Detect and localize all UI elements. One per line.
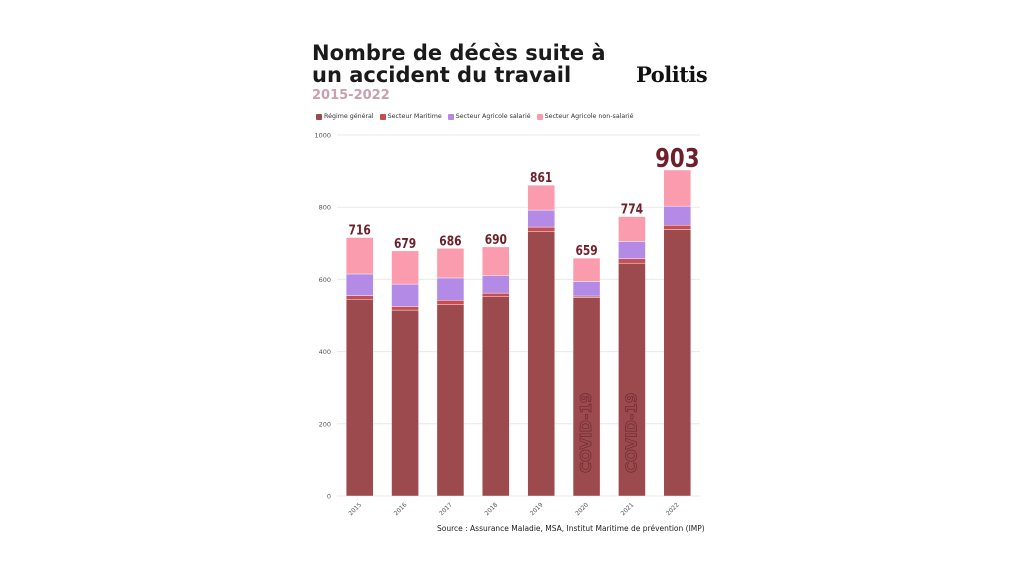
bar-segment [345, 273, 374, 296]
legend-label: Secteur Agricole salarié [455, 113, 531, 120]
bar-segment [663, 229, 692, 497]
bar-segment [391, 283, 419, 307]
bar-total-label: 774 [621, 202, 643, 217]
bar-segment [436, 304, 465, 497]
x-tick-label: 2019 [529, 501, 545, 517]
bar-segment [663, 225, 692, 230]
bar-total-label: 679 [394, 236, 416, 251]
legend-item-agricole-salarie[interactable]: Secteur Agricole salarié [447, 113, 531, 120]
bar-total-label: 659 [575, 243, 597, 258]
bar-segment [618, 241, 646, 260]
x-tick-label: 2021 [620, 501, 636, 517]
bar-segment [618, 258, 646, 264]
y-tick-label: 600 [319, 276, 331, 284]
bar-segment [482, 275, 510, 294]
legend-label: Régime général [324, 113, 374, 120]
x-tick-label: 2020 [574, 501, 590, 517]
legend-swatch [447, 113, 454, 120]
bar-segment [391, 306, 419, 311]
source-note: Source : Assurance Maladie, MSA, Institu… [437, 524, 705, 533]
chart-legend: Régime général Secteur Maritime Secteur … [316, 113, 634, 120]
x-tick-label: 2022 [665, 501, 681, 517]
bar-segment [482, 292, 510, 297]
bar-segment [527, 209, 555, 228]
bar-segment [527, 184, 555, 211]
bar-segment [482, 246, 510, 276]
legend-label: Secteur Agricole non-salarié [544, 113, 634, 120]
bar-total-label: 716 [349, 222, 371, 237]
legend-swatch [316, 113, 322, 120]
chart-title: Nombre de décès suite à un accident du t… [312, 41, 606, 87]
bar-total-label: 861 [530, 170, 552, 185]
bar-segment [572, 297, 601, 497]
bar-segment [345, 299, 374, 497]
bar-segment [391, 250, 419, 285]
bar-segment [618, 262, 646, 497]
legend-item-regime-general[interactable]: Régime général [316, 113, 374, 120]
bar-segment [436, 248, 465, 279]
legend-item-agricole-non-salarie[interactable]: Secteur Agricole non-salarié [536, 113, 634, 120]
y-tick-label: 1000 [314, 132, 331, 140]
x-tick-label: 2015 [347, 501, 363, 517]
x-tick-label: 2017 [438, 501, 454, 517]
bar-segment [391, 309, 419, 497]
legend-label: Secteur Maritime [387, 113, 442, 120]
covid-annotation: COVID-19 [622, 393, 640, 473]
x-tick-label: 2018 [483, 501, 499, 517]
brand-logo: Politis [636, 62, 708, 87]
bar-segment [436, 277, 465, 301]
bar-segment [572, 295, 601, 298]
bar-segment [663, 205, 692, 226]
bar-segment [663, 169, 692, 207]
bar-segment [527, 226, 555, 232]
bar-total-label: 903 [655, 143, 699, 174]
x-tick-label: 2016 [393, 501, 409, 517]
covid-annotation: COVID-19 [577, 393, 595, 473]
bar-total-label: 690 [485, 232, 507, 247]
bar-segment [345, 295, 374, 300]
legend-swatch [536, 113, 543, 120]
y-tick-label: 200 [319, 420, 331, 428]
y-tick-label: 0 [327, 493, 331, 501]
y-tick-label: 800 [319, 204, 331, 212]
legend-item-secteur-maritime[interactable]: Secteur Maritime [379, 113, 442, 120]
bar-segment [572, 281, 601, 297]
legend-swatch [379, 113, 386, 120]
bar-segment [436, 300, 465, 305]
bar-segment [618, 216, 646, 242]
bar-segment [572, 257, 601, 282]
bar-total-label: 686 [439, 233, 461, 248]
bar-segment [345, 237, 374, 275]
stacked-bar-chart: 0 200 400 600 800 1000 716 2015 679 2016 686 2017 69… [314, 132, 700, 517]
chart-subtitle: 2015-2022 [312, 88, 390, 103]
bar-segment [482, 296, 510, 497]
y-tick-label: 400 [319, 348, 331, 356]
bar-segment [527, 231, 555, 497]
